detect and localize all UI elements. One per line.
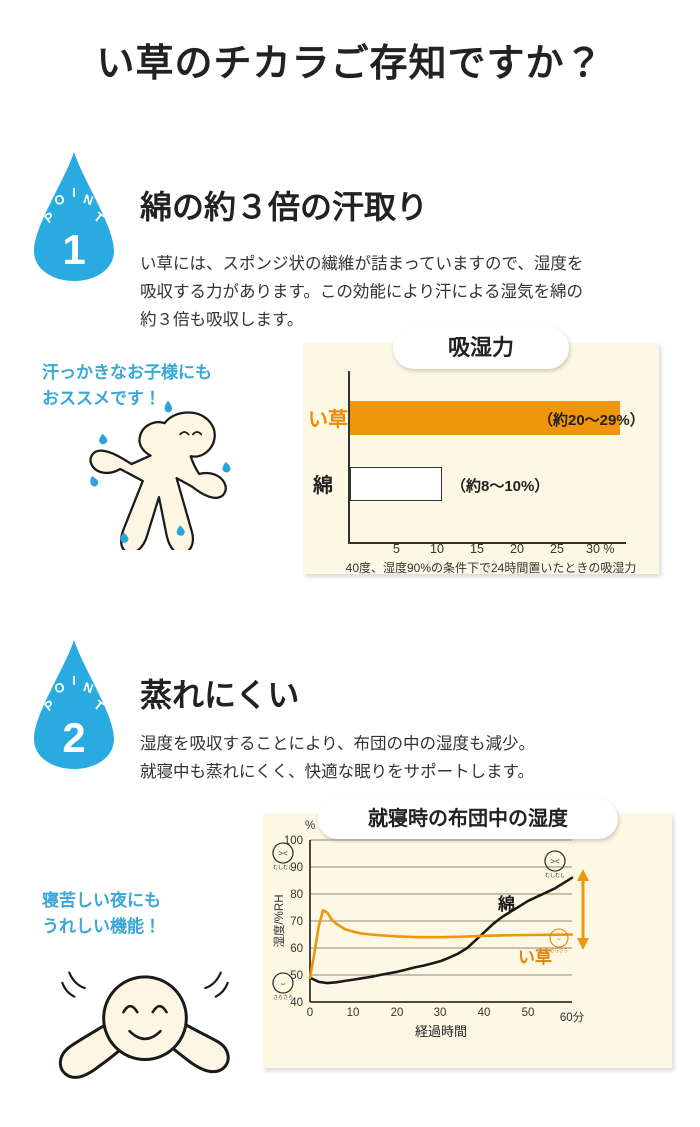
svg-text:むしむし: むしむし [273,865,293,871]
svg-text:10: 10 [347,1007,360,1019]
svg-text:><: >< [550,857,560,866]
svg-text:0: 0 [307,1007,313,1019]
svg-text:I: I [72,673,76,688]
svg-text:⌣: ⌣ [280,979,285,988]
svg-text:70: 70 [290,916,303,928]
svg-text:60: 60 [290,943,303,955]
svg-text:さらさら: さらさら [550,947,568,954]
svg-text:40: 40 [478,1007,491,1019]
svg-text:⌣: ⌣ [557,936,562,943]
svg-text:30: 30 [434,1007,447,1019]
svg-text:経過時間: 経過時間 [415,1024,467,1039]
svg-text:50: 50 [522,1007,535,1019]
svg-text:60分: 60分 [560,1011,585,1024]
svg-text:1: 1 [62,226,85,273]
svg-text:%: % [305,820,315,832]
svg-text:><: >< [278,849,288,858]
svg-text:さらさら: さらさら [273,994,293,1001]
svg-text:むしむし: むしむし [545,873,565,879]
svg-text:2: 2 [62,714,85,761]
svg-text:湿度/%RH: 湿度/%RH [273,894,286,947]
svg-text:100: 100 [284,835,303,847]
svg-text:20: 20 [391,1007,404,1019]
svg-text:い草: い草 [518,948,552,967]
svg-text:80: 80 [290,889,303,901]
svg-text:綿: 綿 [497,894,515,914]
svg-text:I: I [72,185,76,200]
